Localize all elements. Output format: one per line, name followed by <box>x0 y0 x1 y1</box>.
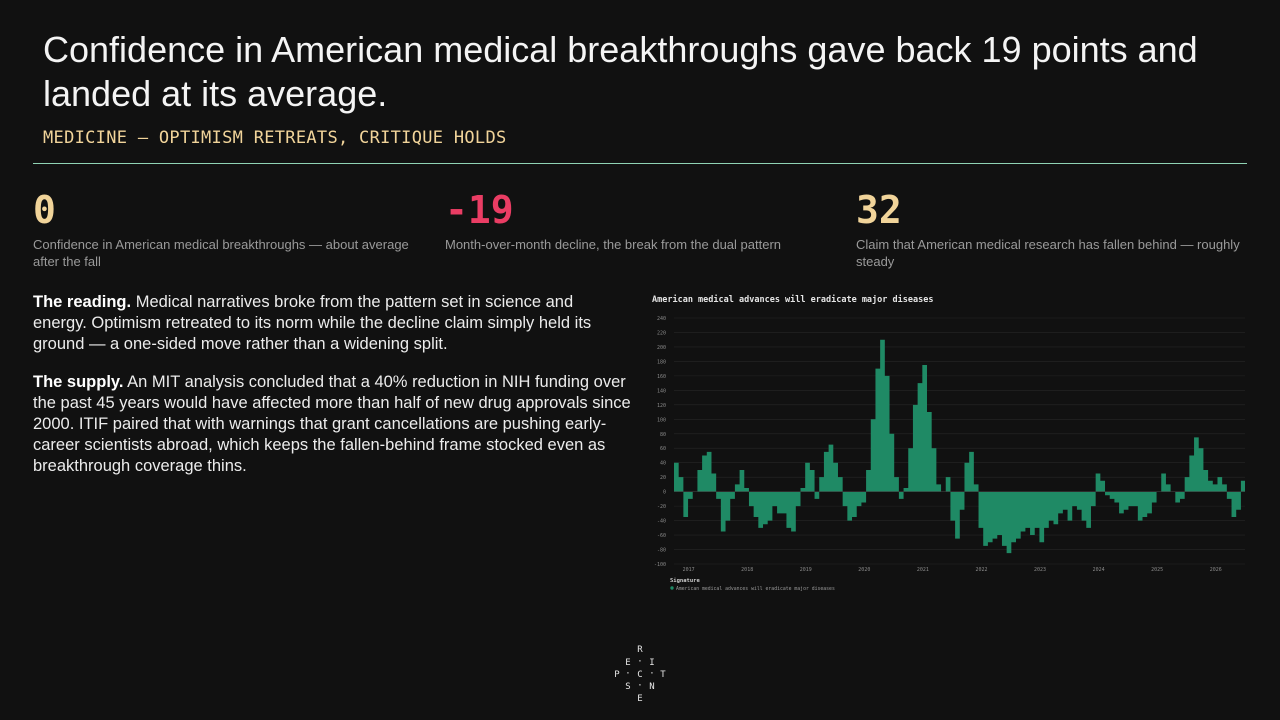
stat-card-fallen-behind: 32 Claim that American medical research … <box>856 188 1256 270</box>
page-title: Confidence in American medical breakthro… <box>43 29 1198 114</box>
y-tick-label: 0 <box>663 490 666 496</box>
y-tick-label: 220 <box>657 330 666 336</box>
x-tick-label: 2020 <box>858 567 870 573</box>
stat-label: Month-over-month decline, the break from… <box>445 237 782 252</box>
y-tick-label: 120 <box>657 403 666 409</box>
y-tick-label: -60 <box>657 533 666 539</box>
x-tick-label: 2025 <box>1151 567 1163 573</box>
y-tick-label: 100 <box>657 417 666 423</box>
paragraph-reading: The reading. Medical narratives broke fr… <box>33 292 631 355</box>
legend-swatch <box>670 586 674 590</box>
y-tick-label: -20 <box>657 504 666 510</box>
y-tick-label: 80 <box>660 432 666 438</box>
paragraph-text: An MIT analysis concluded that a 40% red… <box>33 373 631 475</box>
x-tick-label: 2023 <box>1034 567 1046 573</box>
brand-logo: R E I P C T S N E · · · · <box>612 645 668 705</box>
logo-letter: C <box>637 670 643 680</box>
x-tick-label: 2026 <box>1210 567 1222 573</box>
y-tick-label: 180 <box>657 359 666 365</box>
logo-letter: E <box>625 658 631 668</box>
page-subtitle: MEDICINE — OPTIMISM RETREATS, CRITIQUE H… <box>43 128 507 148</box>
chart-title: American medical advances will eradicate… <box>652 294 933 305</box>
paragraph-lead: The reading. <box>33 293 132 311</box>
chart-container: American medical advances will eradicate… <box>650 290 1250 600</box>
series-area <box>674 339 1245 554</box>
y-tick-label: 200 <box>657 345 666 351</box>
logo-dot: · <box>625 669 631 679</box>
logo-letter: E <box>637 694 643 704</box>
area-chart: American medical advances will eradicate… <box>652 294 1245 592</box>
logo-dot: · <box>637 657 643 667</box>
logo-dot: · <box>637 681 643 691</box>
stat-value: 0 <box>33 188 56 232</box>
stat-value: -19 <box>445 188 514 232</box>
x-tick-label: 2017 <box>683 567 695 573</box>
y-tick-label: 60 <box>660 446 666 452</box>
analysis-text: The reading. Medical narratives broke fr… <box>33 292 631 494</box>
logo-letter: P <box>614 670 620 680</box>
y-tick-label: -100 <box>654 562 666 568</box>
paragraph-supply: The supply. An MIT analysis concluded th… <box>33 372 631 477</box>
x-tick-label: 2018 <box>741 567 753 573</box>
logo-dot: · <box>649 669 655 679</box>
logo-letter: R <box>637 645 643 655</box>
y-tick-label: 20 <box>660 475 666 481</box>
stat-card-decline: -19 Month-over-month decline, the break … <box>445 188 845 253</box>
logo-letter: T <box>660 670 666 680</box>
paragraph-text: Medical narratives broke from the patter… <box>33 293 592 353</box>
stat-label: Claim that American medical research has… <box>856 237 1240 269</box>
x-tick-label: 2022 <box>975 567 987 573</box>
y-tick-label: 40 <box>660 461 666 467</box>
paragraph-lead: The supply. <box>33 373 124 391</box>
y-tick-label: 160 <box>657 374 666 380</box>
stat-label: Confidence in American medical breakthro… <box>33 237 409 269</box>
y-tick-label: -40 <box>657 519 666 525</box>
legend-title: Signature <box>670 578 700 584</box>
stat-value: 32 <box>856 188 902 232</box>
y-tick-label: 140 <box>657 388 666 394</box>
header-divider <box>33 163 1247 164</box>
y-tick-label: 240 <box>657 316 666 322</box>
y-tick-label: -80 <box>657 548 666 554</box>
x-tick-label: 2019 <box>800 567 812 573</box>
logo-letter: N <box>649 682 655 692</box>
x-tick-label: 2021 <box>917 567 929 573</box>
logo-letter: S <box>625 682 631 692</box>
stat-card-confidence: 0 Confidence in American medical breakth… <box>33 188 433 270</box>
logo-letter: I <box>649 658 655 668</box>
legend-item: American medical advances will eradicate… <box>676 586 835 592</box>
x-tick-label: 2024 <box>1093 567 1105 573</box>
